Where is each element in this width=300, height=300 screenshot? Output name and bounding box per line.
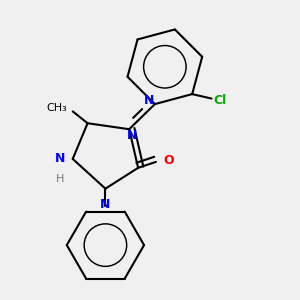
Text: N: N [55,152,65,165]
Text: CH₃: CH₃ [46,103,67,113]
Text: N: N [127,129,138,142]
Text: O: O [164,154,174,167]
Text: H: H [56,174,64,184]
Text: Cl: Cl [213,94,226,106]
Text: N: N [144,94,154,107]
Text: N: N [100,198,111,211]
